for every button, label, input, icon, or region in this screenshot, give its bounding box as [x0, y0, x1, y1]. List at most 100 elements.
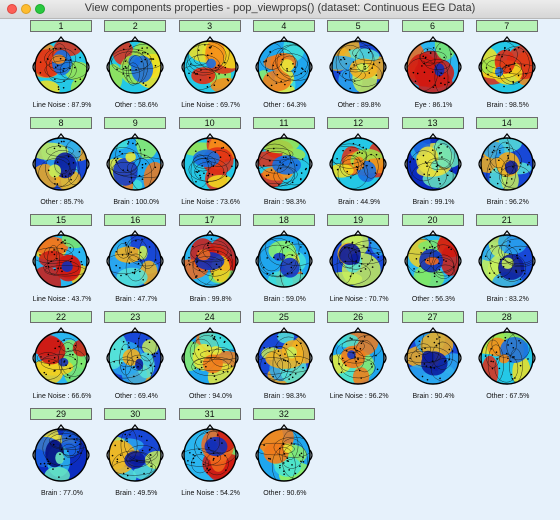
component-number-button[interactable]: 5 [327, 20, 390, 32]
component-cell: 11 Brain : 98.3% [249, 117, 321, 211]
component-number-button[interactable]: 7 [475, 20, 538, 32]
component-classification-label: Brain : 90.4% [412, 393, 455, 400]
component-classification-label: Line Noise : 43.7% [32, 296, 92, 303]
component-number-button[interactable]: 21 [475, 214, 538, 226]
component-number-button[interactable]: 18 [252, 214, 315, 226]
component-number-button[interactable]: 24 [178, 311, 241, 323]
component-number-button[interactable]: 26 [327, 311, 390, 323]
component-number-button[interactable]: 23 [104, 311, 167, 323]
component-cell: 15 Line Noise : 43.7% [26, 214, 98, 308]
scalp-topography-map[interactable] [103, 325, 167, 387]
component-cell: 12 Brain : 44.9% [323, 117, 395, 211]
scalp-topography-map[interactable] [103, 34, 167, 96]
component-cell: 28 Other : 67.5% [472, 311, 544, 405]
component-number-button[interactable]: 15 [30, 214, 92, 226]
component-number-button[interactable]: 25 [252, 311, 315, 323]
scalp-topography-map[interactable] [178, 422, 242, 484]
component-cell: 17 Brain : 99.8% [175, 214, 247, 308]
component-number-button[interactable]: 16 [104, 214, 167, 226]
component-cell: 7 Brain : 98.5% [472, 20, 544, 114]
component-number-button[interactable]: 30 [104, 408, 167, 420]
close-window-button[interactable] [7, 4, 17, 14]
component-number-button[interactable]: 32 [252, 408, 315, 420]
component-classification-label: Brain : 98.5% [486, 102, 529, 109]
maximize-window-button[interactable] [35, 4, 45, 14]
component-classification-label: Line Noise : 69.7% [181, 102, 240, 109]
component-cell: 22 Line Noise : 66.6% [26, 311, 98, 405]
component-classification-label: Other : 94.0% [188, 393, 233, 400]
scalp-topography-map[interactable] [103, 228, 167, 290]
component-number-button[interactable]: 6 [401, 20, 464, 32]
scalp-topography-map[interactable] [401, 131, 465, 193]
component-number-button[interactable]: 1 [30, 20, 92, 32]
component-classification-label: Line Noise : 54.2% [181, 490, 240, 497]
scalp-topography-map[interactable] [401, 228, 465, 290]
scalp-topography-map[interactable] [252, 422, 316, 484]
component-number-button[interactable]: 27 [401, 311, 464, 323]
scalp-topography-map[interactable] [475, 228, 539, 290]
component-number-button[interactable]: 29 [30, 408, 92, 420]
component-number-button[interactable]: 12 [327, 117, 390, 129]
component-cell: 32 Other : 90.6% [249, 408, 321, 502]
component-number-button[interactable]: 2 [104, 20, 167, 32]
component-number-button[interactable]: 11 [252, 117, 315, 129]
component-number-button[interactable]: 9 [104, 117, 167, 129]
component-classification-label: Other : 90.6% [263, 490, 307, 497]
scalp-topography-map[interactable] [103, 422, 167, 484]
title-bar[interactable]: View components properties - pop_viewpro… [0, 0, 560, 19]
component-number-button[interactable]: 28 [475, 311, 538, 323]
scalp-topography-map[interactable] [326, 131, 390, 193]
scalp-topography-map[interactable] [326, 228, 390, 290]
component-classification-label: Brain : 98.3% [263, 393, 306, 400]
scalp-topography-map[interactable] [401, 325, 465, 387]
component-classification-label: Brain : 83.2% [486, 296, 529, 303]
scalp-topography-map[interactable] [252, 325, 316, 387]
scalp-topography-map[interactable] [178, 228, 242, 290]
component-cell: 21 Brain : 83.2% [472, 214, 544, 308]
scalp-topography-map[interactable] [29, 325, 93, 387]
component-cell: 19 Line Noise : 70.7% [323, 214, 395, 308]
component-classification-label: Brain : 98.3% [263, 199, 306, 206]
component-classification-label: Brain : 96.2% [486, 199, 529, 206]
component-classification-label: Line Noise : 96.2% [329, 393, 389, 400]
component-cell: 26 Line Noise : 96.2% [323, 311, 395, 405]
component-number-button[interactable]: 22 [30, 311, 92, 323]
scalp-topography-map[interactable] [326, 325, 390, 387]
component-number-button[interactable]: 4 [252, 20, 315, 32]
scalp-topography-map[interactable] [401, 34, 465, 96]
component-number-button[interactable]: 14 [475, 117, 538, 129]
component-classification-label: Eye : 86.1% [414, 102, 453, 109]
component-number-button[interactable]: 13 [401, 117, 464, 129]
scalp-topography-map[interactable] [326, 34, 390, 96]
scalp-topography-map[interactable] [29, 34, 93, 96]
component-number-button[interactable]: 3 [178, 20, 241, 32]
scalp-topography-map[interactable] [29, 422, 93, 484]
scalp-topography-map[interactable] [475, 131, 539, 193]
component-number-button[interactable]: 31 [178, 408, 241, 420]
component-cell: 5 Other : 89.8% [323, 20, 395, 114]
scalp-topography-map[interactable] [178, 325, 242, 387]
component-number-button[interactable]: 8 [30, 117, 92, 129]
scalp-topography-map[interactable] [29, 228, 93, 290]
component-classification-label: Brain : 100.0% [113, 199, 160, 206]
scalp-topography-map[interactable] [178, 34, 242, 96]
minimize-window-button[interactable] [21, 4, 31, 14]
component-number-button[interactable]: 20 [401, 214, 464, 226]
scalp-topography-map[interactable] [178, 131, 242, 193]
scalp-topography-map[interactable] [252, 34, 316, 96]
component-number-button[interactable]: 19 [327, 214, 390, 226]
scalp-topography-map[interactable] [475, 325, 539, 387]
component-number-button[interactable]: 10 [178, 117, 241, 129]
component-cell: 4 Other : 64.3% [249, 20, 321, 114]
scalp-topography-map[interactable] [252, 131, 316, 193]
component-cell: 30 Brain : 49.5% [100, 408, 172, 502]
scalp-topography-map[interactable] [103, 131, 167, 193]
component-cell: 18 Brain : 59.0% [249, 214, 321, 308]
component-cell: 20 Other : 56.3% [398, 214, 470, 308]
scalp-topography-map[interactable] [252, 228, 316, 290]
component-classification-label: Brain : 47.7% [115, 296, 158, 303]
scalp-topography-map[interactable] [29, 131, 93, 193]
component-number-button[interactable]: 17 [178, 214, 241, 226]
scalp-topography-map[interactable] [475, 34, 539, 96]
